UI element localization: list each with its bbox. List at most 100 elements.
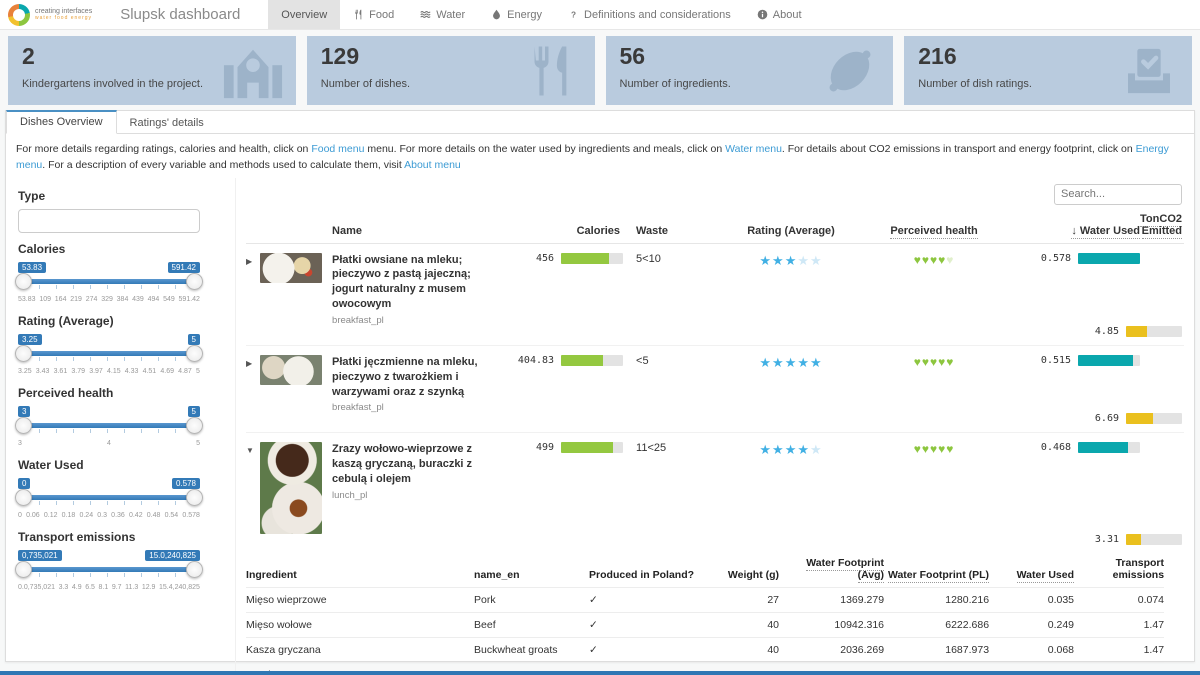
expand-toggle-icon[interactable]: ▶ — [246, 358, 253, 368]
dish-name: Płatki jęczmienne na mleku, pieczywo z t… — [332, 355, 478, 398]
ingredient-cell: 1.47 — [1143, 619, 1165, 632]
slider-max-handle[interactable] — [186, 416, 203, 434]
content-panel: Dishes Overview Ratings' details For more… — [5, 110, 1195, 675]
rating-stars: ★★★★★ — [712, 253, 870, 269]
tab-dishes-overview[interactable]: Dishes Overview — [6, 110, 117, 134]
main-nav: Overview Food Water Energy ? Definitions… — [268, 0, 814, 29]
slider-min-handle[interactable] — [15, 560, 32, 578]
heart-icon: ♥ — [938, 442, 947, 457]
tick-label: 3 — [18, 439, 22, 447]
slider-max-handle[interactable] — [186, 488, 203, 506]
col-rating[interactable]: Rating (Average) — [747, 224, 835, 237]
link-about-menu[interactable]: About menu — [404, 158, 461, 171]
expand-toggle-icon[interactable]: ▶ — [246, 256, 253, 266]
slider-track[interactable] — [22, 422, 196, 433]
co2-bar — [1126, 534, 1182, 546]
slider-filters: Calories 53.83 591.42 53.83 109 164 219 274 3… — [15, 241, 221, 591]
star-icon: ★ — [759, 442, 773, 458]
waves-icon — [420, 9, 431, 20]
ingredient-cell: 1369.279 — [840, 594, 885, 607]
tick-label: 0.578 — [182, 511, 200, 519]
star-icon: ★ — [759, 252, 773, 268]
filter-label: Water Used — [18, 457, 84, 472]
ingredient-row: Mięso wołowe Beef ✓ 40 10942.316 6222.686 0.24… — [246, 612, 1165, 637]
stat-card-kindergartens-involved-in-the-project: 2 Kindergartens involved in the project. — [8, 36, 296, 105]
col-name[interactable]: Name — [332, 224, 362, 237]
tick-label: 0.54 — [164, 511, 179, 519]
slider-track[interactable] — [22, 350, 196, 361]
sub-col-water-used[interactable]: Water Used — [1016, 569, 1075, 584]
heart-icon: ♥ — [946, 252, 955, 267]
tick-label: 4.69 — [160, 367, 174, 375]
ingredients-header: Ingredient name_en Produced in Poland? Weig… — [246, 557, 1164, 587]
slider-track[interactable] — [22, 566, 196, 577]
slider-track[interactable] — [22, 278, 196, 289]
col-tonco2[interactable]: TonCO2 Emitted — [1140, 212, 1182, 239]
water-used-bar — [1078, 252, 1141, 264]
stat-card-number-of-ingredients: 56 Number of ingredients. — [605, 36, 894, 105]
nav-item-definitions-and-considerations[interactable]: ? Definitions and considerations — [555, 0, 744, 29]
type-input[interactable] — [18, 208, 200, 233]
nav-item-energy[interactable]: Energy — [478, 0, 555, 29]
water-used-value: 0.515 — [1040, 354, 1072, 366]
expand-toggle-icon[interactable]: ▼ — [246, 446, 254, 456]
link-energy-menu[interactable]: Energy menu — [16, 143, 1169, 171]
slider-min-handle[interactable] — [15, 416, 32, 434]
nav-item-food[interactable]: Food — [340, 0, 407, 29]
filter-label: Transport emissions — [18, 529, 136, 544]
ingredient-cell: Mięso wołowe — [246, 619, 312, 632]
heart-icon: ♥ — [929, 252, 939, 267]
col-waste[interactable]: Waste — [636, 224, 669, 237]
page-title: Slupsk dashboard — [120, 6, 241, 23]
ingredient-cell: 0.035 — [1047, 594, 1075, 607]
dish-row: ▼ Zrazy wołowo-wieprzowe z kaszą gryczan… — [246, 433, 1184, 675]
tick-label: 4.51 — [142, 367, 157, 375]
filters-sidebar: Type Calories 53.83 591.42 53.83 109 164 21… — [15, 177, 237, 675]
slider-min-handle[interactable] — [15, 344, 32, 362]
slider-max-handle[interactable] — [186, 560, 203, 578]
slider-max-handle[interactable] — [186, 272, 203, 290]
dish-type: lunch_pl — [332, 489, 368, 501]
tick-label: 3.61 — [53, 367, 68, 375]
water-used-bar — [1078, 354, 1141, 366]
tab-ratings-details[interactable]: Ratings' details — [129, 117, 204, 129]
tick-label: 384 — [116, 295, 129, 303]
heart-icon: ♥ — [913, 442, 922, 457]
slider-track[interactable] — [22, 494, 196, 505]
stat-cards: 2 Kindergartens involved in the project.… — [8, 36, 1192, 105]
slider-max-handle[interactable] — [186, 344, 203, 362]
tick-label: 4.87 — [178, 367, 192, 375]
calories-bar — [561, 354, 624, 366]
sub-col-water-footprint-pl[interactable]: Water Footprint (PL) — [887, 569, 990, 584]
col-water-used-sorted[interactable]: ↓ Water Used — [1071, 224, 1141, 239]
star-icon: ★ — [772, 354, 785, 370]
filter-label: Calories — [18, 241, 66, 256]
waste-value: <5 — [636, 354, 649, 367]
slider-min-handle[interactable] — [15, 488, 32, 506]
tick-label: 494 — [147, 295, 160, 303]
ingredient-cell: 6222.686 — [945, 619, 990, 632]
logo-subtitle: water food energy — [35, 14, 93, 21]
co2-value: 3.31 — [1094, 534, 1119, 546]
tick-label: 0.3 — [97, 511, 107, 519]
stat-label: Kindergartens involved in the project. — [22, 78, 203, 91]
link-food-menu[interactable]: Food menu — [311, 143, 365, 155]
ingredient-cell: ✓ — [589, 644, 598, 657]
sub-col-water-footprint-avg[interactable]: Water Footprint (Avg) — [806, 557, 885, 584]
heart-icon: ♥ — [913, 354, 922, 369]
heart-icon: ♥ — [938, 354, 947, 369]
tick-label: 11.3 — [125, 583, 139, 591]
search-input[interactable] — [1054, 183, 1182, 205]
nav-item-about[interactable]: About — [744, 0, 815, 29]
col-perceived-health[interactable]: Perceived health — [890, 224, 978, 239]
stat-value: 129 — [320, 43, 360, 69]
col-calories[interactable]: Calories — [576, 224, 621, 237]
slider-min-handle[interactable] — [15, 272, 32, 290]
star-icon: ★ — [797, 252, 811, 268]
star-icon: ★ — [784, 354, 798, 370]
nav-item-water[interactable]: Water — [407, 0, 478, 29]
intro-text: . For details about CO2 emissions in tra… — [781, 143, 1136, 155]
link-water-menu[interactable]: Water menu — [725, 143, 782, 155]
rating-stars: ★★★★★ — [712, 355, 870, 371]
nav-item-overview[interactable]: Overview — [268, 0, 341, 29]
